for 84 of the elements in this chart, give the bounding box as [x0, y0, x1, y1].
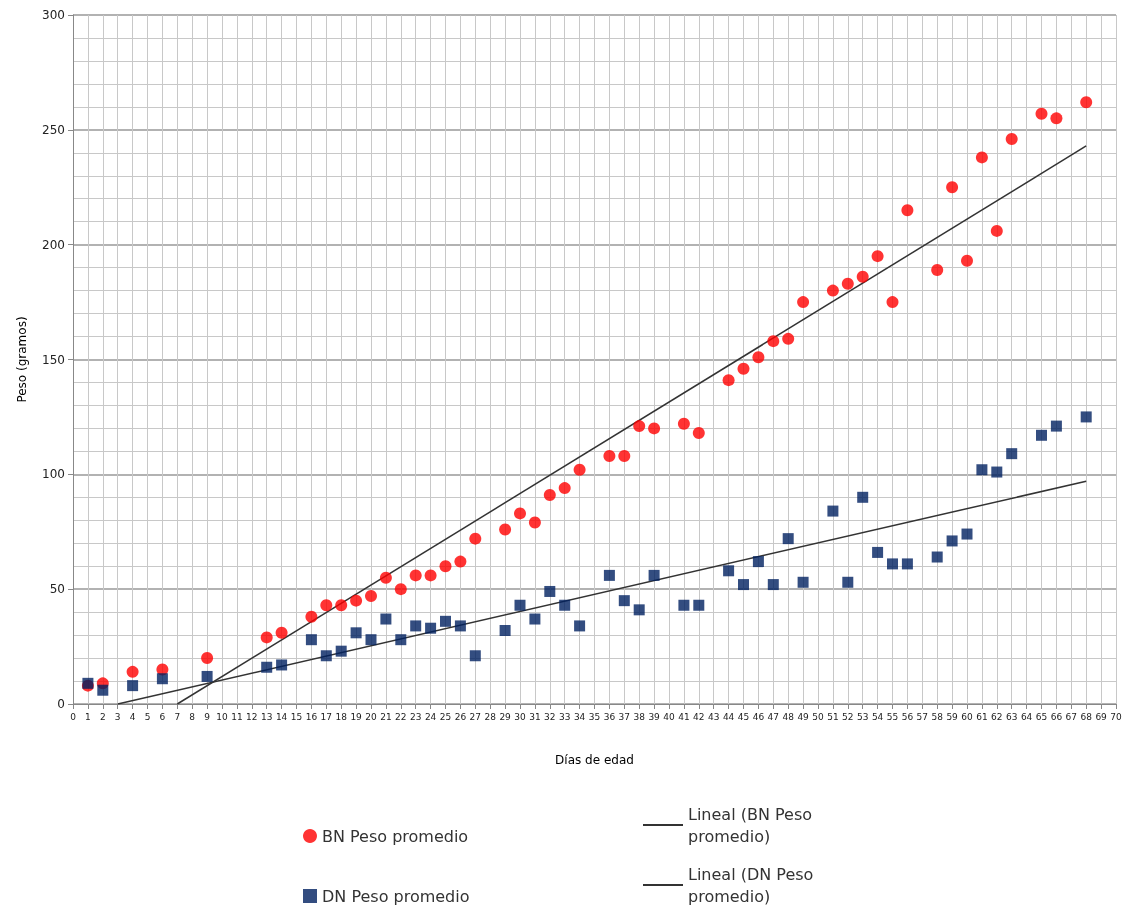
x-tick-label: 42 — [693, 711, 705, 722]
x-tick-label: 3 — [114, 711, 121, 722]
x-tick-label: 51 — [827, 711, 839, 722]
x-tick-label: 29 — [499, 711, 512, 722]
x-tick-label: 5 — [144, 711, 151, 722]
x-tick-label: 32 — [544, 711, 556, 722]
x-tick-label: 60 — [961, 711, 973, 722]
x-tick-label: 0 — [70, 711, 77, 722]
x-tick-label: 22 — [395, 711, 407, 722]
x-tick-label: 52 — [842, 711, 854, 722]
x-tick-label: 50 — [812, 711, 824, 722]
x-tick-label: 17 — [320, 711, 333, 722]
x-tick-label: 66 — [1050, 711, 1063, 722]
x-tick-label: 65 — [1035, 711, 1048, 722]
x-tick-label: 40 — [663, 711, 675, 722]
x-tick-label: 8 — [189, 711, 196, 722]
x-tick-label: 2 — [99, 711, 106, 722]
x-tick-label: 62 — [991, 711, 1003, 722]
x-tick-label: 20 — [365, 711, 377, 722]
x-tick-label: 1 — [85, 711, 91, 722]
x-tick-label: 57 — [916, 711, 929, 722]
x-tick-label: 25 — [439, 711, 452, 722]
y-tick-label: 200 — [42, 237, 65, 252]
x-tick-label: 37 — [618, 711, 631, 722]
x-tick-label: 34 — [573, 711, 586, 722]
x-tick-label: 30 — [514, 711, 526, 722]
x-tick-label: 16 — [305, 711, 318, 722]
x-tick-label: 33 — [558, 711, 571, 722]
legend-label: Lineal (DN Peso promedio) — [688, 864, 819, 906]
x-tick-label: 55 — [886, 711, 899, 722]
x-tick-label: 48 — [782, 711, 795, 722]
y-axis-title: Peso (gramos) — [15, 316, 29, 403]
x-tick-label: 46 — [752, 711, 765, 722]
x-tick-label: 43 — [707, 711, 720, 722]
x-tick-label: 70 — [1110, 711, 1122, 722]
y-tick-label: 300 — [42, 8, 65, 22]
x-tick-label: 39 — [648, 711, 661, 722]
x-axis-title: Días de edad — [555, 753, 634, 767]
x-tick-label: 35 — [588, 711, 601, 722]
x-tick-label: 21 — [380, 711, 392, 722]
y-tick-label: 100 — [42, 467, 65, 482]
x-tick-label: 19 — [350, 711, 363, 722]
x-tick-label: 69 — [1095, 711, 1108, 722]
x-tick-label: 11 — [231, 711, 243, 722]
x-tick-label: 13 — [260, 711, 273, 722]
x-tick-label: 10 — [216, 711, 228, 722]
x-tick-label: 59 — [946, 711, 959, 722]
x-tick-label: 14 — [275, 711, 288, 722]
y-tick-label: 150 — [42, 352, 65, 367]
legend-label: BN Peso promedio — [322, 826, 469, 846]
x-tick-label: 28 — [484, 711, 497, 722]
x-tick-label: 7 — [174, 711, 181, 722]
legend-label: DN Peso promedio — [322, 886, 470, 906]
x-tick-label: 38 — [633, 711, 646, 722]
x-tick-label: 26 — [454, 711, 467, 722]
x-tick-label: 61 — [976, 711, 988, 722]
y-tick-label: 50 — [49, 582, 65, 597]
x-tick-label: 24 — [424, 711, 437, 722]
x-tick-label: 56 — [901, 711, 914, 722]
y-tick-label: 0 — [57, 697, 65, 711]
x-tick-label: 4 — [129, 711, 136, 722]
x-tick-label: 45 — [737, 711, 750, 722]
x-tick-label: 63 — [1005, 711, 1018, 722]
x-tick-label: 64 — [1020, 711, 1033, 722]
x-tick-label: 67 — [1065, 711, 1078, 722]
x-tick-label: 31 — [529, 711, 541, 722]
legend-label: Lineal (BN Peso promedio) — [688, 804, 818, 846]
x-tick-label: 12 — [246, 711, 258, 722]
x-tick-label: 49 — [797, 711, 810, 722]
x-tick-label: 15 — [290, 711, 303, 722]
x-tick-label: 44 — [722, 711, 735, 722]
x-tick-label: 53 — [856, 711, 869, 722]
x-tick-label: 47 — [767, 711, 780, 722]
x-tick-label: 6 — [159, 711, 166, 722]
x-tick-label: 68 — [1080, 711, 1093, 722]
y-tick-label: 250 — [42, 122, 65, 137]
x-tick-label: 23 — [409, 711, 422, 722]
x-tick-label: 58 — [931, 711, 944, 722]
x-tick-label: 36 — [603, 711, 616, 722]
x-tick-label: 18 — [335, 711, 348, 722]
x-tick-label: 41 — [678, 711, 690, 722]
x-tick-label: 27 — [469, 711, 482, 722]
x-tick-label: 9 — [204, 711, 211, 722]
x-tick-label: 54 — [871, 711, 884, 722]
